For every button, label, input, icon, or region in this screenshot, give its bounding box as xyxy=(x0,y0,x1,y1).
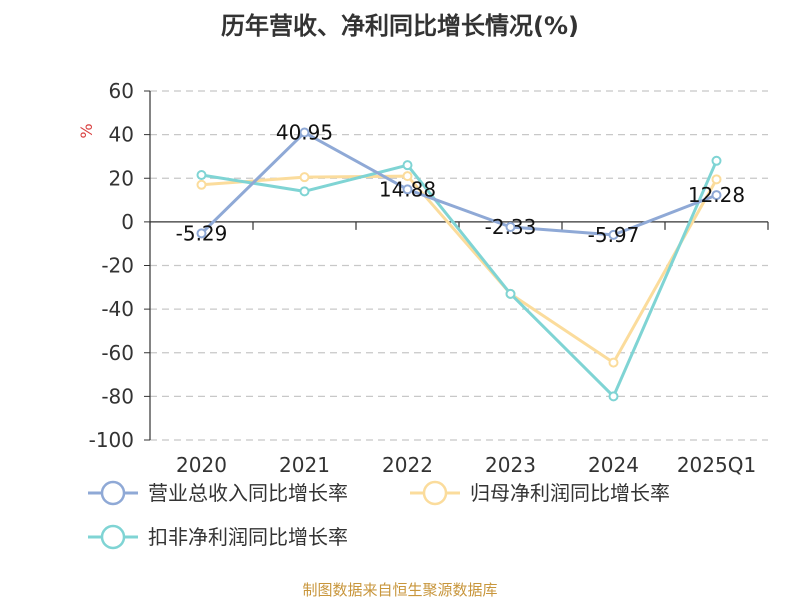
data-point[interactable] xyxy=(299,172,310,183)
legend-item[interactable]: 归母净利润同比增长率 xyxy=(410,480,670,506)
y-tick-label: 60 xyxy=(109,79,134,103)
legend-label: 归母净利润同比增长率 xyxy=(470,481,670,505)
legend-item[interactable]: 营业总收入同比增长率 xyxy=(88,480,348,506)
data-point[interactable] xyxy=(608,357,619,368)
data-point[interactable] xyxy=(608,391,619,402)
legend-item[interactable]: 扣非净利润同比增长率 xyxy=(88,524,348,550)
y-tick-label: -40 xyxy=(101,297,134,321)
y-tick-label: -20 xyxy=(101,254,134,278)
y-axis-label: % xyxy=(77,123,96,138)
data-label: -5.29 xyxy=(176,221,228,245)
x-tick-label: 2024 xyxy=(588,453,639,477)
data-point[interactable] xyxy=(402,160,413,171)
legend-marker xyxy=(422,480,448,506)
data-point[interactable] xyxy=(608,229,619,240)
y-tick-label: 20 xyxy=(109,166,134,190)
data-point[interactable] xyxy=(711,174,722,185)
data-point[interactable] xyxy=(711,190,722,201)
series-line xyxy=(201,174,718,365)
data-label: -2.33 xyxy=(485,215,537,239)
data-label: 40.95 xyxy=(276,121,333,145)
grid xyxy=(150,90,768,441)
data-point[interactable] xyxy=(505,288,516,299)
data-point[interactable] xyxy=(299,127,310,138)
data-labels: -5.29 40.95 14.88 -2.33 -5.97 12.28 xyxy=(176,121,746,247)
y-tick-label: 40 xyxy=(109,123,134,147)
data-point[interactable] xyxy=(402,171,413,182)
data-label: -5.97 xyxy=(588,223,640,247)
y-tick-label: -60 xyxy=(101,341,134,365)
x-tick-label: 2020 xyxy=(176,453,227,477)
source-note: 制图数据来自恒生聚源数据库 xyxy=(302,581,497,599)
y-tick-label: 0 xyxy=(121,210,134,234)
data-point[interactable] xyxy=(711,155,722,166)
x-tick-label: 2025Q1 xyxy=(677,453,756,477)
data-point[interactable] xyxy=(196,228,207,239)
data-point[interactable] xyxy=(299,186,310,197)
series-line xyxy=(201,160,718,398)
data-label: 12.28 xyxy=(688,183,745,207)
x-tick-label: 2021 xyxy=(279,453,330,477)
series-points xyxy=(196,127,722,402)
chart-title: 历年营收、净利同比增长情况(%) xyxy=(221,12,579,40)
series-lines xyxy=(200,131,718,398)
legend-label: 营业总收入同比增长率 xyxy=(148,481,348,505)
legend-label: 扣非净利润同比增长率 xyxy=(148,525,348,549)
data-label: 14.88 xyxy=(379,177,436,201)
x-axis: 2020 2021 2022 2023 2024 2025Q1 xyxy=(149,221,769,477)
data-point[interactable] xyxy=(505,221,516,232)
data-point[interactable] xyxy=(196,169,207,180)
data-point[interactable] xyxy=(402,184,413,195)
y-tick-label: -80 xyxy=(101,384,134,408)
data-point[interactable] xyxy=(196,179,207,190)
legend-marker xyxy=(100,524,126,550)
legend-marker xyxy=(100,480,126,506)
series-line xyxy=(200,131,718,237)
x-tick-label: 2023 xyxy=(485,453,536,477)
x-tick-label: 2022 xyxy=(382,453,433,477)
y-tick-label: -100 xyxy=(89,428,134,452)
y-axis: 60 40 20 0 -20 -40 -60 -80 -100 xyxy=(89,79,151,452)
